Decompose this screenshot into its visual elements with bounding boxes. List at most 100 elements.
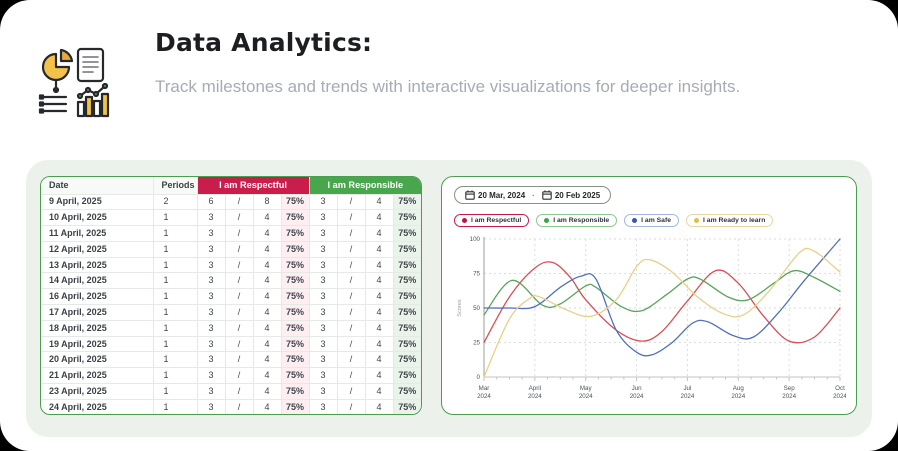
responsible-denominator: 4	[365, 335, 394, 352]
responsible-separator: /	[337, 225, 366, 242]
responsible-denominator: 4	[365, 319, 394, 337]
x-tick-year: 2024	[579, 393, 593, 400]
respectful-denominator: 4	[253, 319, 282, 337]
x-tick-label: April	[529, 385, 541, 392]
periods-cell: 1	[153, 351, 198, 368]
respectful-denominator: 4	[253, 272, 282, 289]
respectful-separator: /	[225, 367, 254, 384]
respectful-numerator: 3	[197, 335, 226, 352]
respectful-percent: 75%	[281, 304, 310, 321]
table-row: 16 April, 2025 1 3/4 75% 3/4 75%	[41, 288, 421, 305]
respectful-numerator: 3	[197, 240, 226, 258]
respectful-denominator: 4	[253, 304, 282, 321]
responsible-numerator: 3	[309, 256, 338, 273]
respectful-separator: /	[225, 351, 254, 368]
y-axis-title: Scores	[457, 299, 463, 317]
responsible-numerator: 3	[309, 288, 338, 305]
x-tick-label: Mar	[479, 385, 490, 392]
responsible-denominator: 4	[365, 193, 394, 210]
responsible-separator: /	[337, 240, 366, 258]
responsible-denominator: 4	[365, 240, 394, 258]
x-tick-label: Sep	[784, 385, 796, 392]
respectful-numerator: 3	[197, 351, 226, 368]
responsible-separator: /	[337, 351, 366, 368]
table-row: 9 April, 2025 2 6/8 75% 3/4 75%	[41, 193, 421, 210]
legend-label: I am Responsible	[553, 217, 610, 224]
analytics-icon	[38, 47, 110, 118]
date-cell: 13 April, 2025	[41, 256, 154, 273]
chart-legend: I am Respectful I am Responsible I am Safe…	[454, 214, 844, 227]
legend-pill[interactable]: I am Ready to learn	[686, 214, 774, 227]
responsible-separator: /	[337, 193, 366, 210]
responsible-percent: 75%	[393, 209, 421, 226]
series-line	[483, 261, 841, 344]
periods-cell: 2	[153, 193, 198, 210]
respectful-denominator: 4	[253, 209, 282, 226]
respectful-numerator: 3	[197, 225, 226, 242]
date-cell: 21 April, 2025	[41, 367, 154, 384]
responsible-percent: 75%	[393, 225, 421, 242]
responsible-numerator: 3	[309, 240, 338, 258]
date-cell: 18 April, 2025	[41, 319, 154, 337]
respectful-percent: 75%	[281, 288, 310, 305]
respectful-separator: /	[225, 272, 254, 289]
respectful-separator: /	[225, 256, 254, 273]
respectful-percent: 75%	[281, 335, 310, 352]
responsible-percent: 75%	[393, 240, 421, 258]
x-tick-year: 2024	[782, 393, 796, 400]
responsible-separator: /	[337, 288, 366, 305]
table-body: 9 April, 2025 2 6/8 75% 3/4 75% 10 April, 2025…	[41, 193, 421, 414]
respectful-denominator: 4	[253, 367, 282, 384]
respectful-numerator: 3	[197, 383, 226, 400]
responsible-numerator: 3	[309, 335, 338, 352]
periods-cell: 1	[153, 398, 198, 414]
respectful-percent: 75%	[281, 225, 310, 242]
line-chart: 0255075100Mar2024April2024May2024Jun2024…	[457, 236, 846, 400]
table-row: 17 April, 2025 1 3/4 75% 3/4 75%	[41, 304, 421, 321]
respectful-numerator: 3	[197, 304, 226, 321]
legend-pill[interactable]: I am Safe	[624, 214, 680, 227]
responsible-percent: 75%	[393, 272, 421, 289]
responsible-numerator: 3	[309, 383, 338, 400]
respectful-denominator: 4	[253, 335, 282, 352]
respectful-separator: /	[225, 240, 254, 258]
legend-pill[interactable]: I am Respectful	[454, 214, 530, 227]
responsible-denominator: 4	[365, 351, 394, 368]
responsible-numerator: 3	[309, 193, 338, 210]
table-row: 24 April, 2025 1 3/4 75% 3/4 75%	[41, 398, 421, 414]
respectful-percent: 75%	[281, 272, 310, 289]
respectful-separator: /	[225, 304, 254, 321]
x-tick-label: Jul	[683, 385, 691, 392]
responsible-separator: /	[337, 209, 366, 226]
responsible-denominator: 4	[365, 256, 394, 273]
respectful-numerator: 3	[197, 209, 226, 226]
respectful-separator: /	[225, 209, 254, 226]
respectful-percent: 75%	[281, 193, 310, 210]
x-tick-label: May	[580, 385, 593, 392]
respectful-numerator: 3	[197, 319, 226, 337]
date-range-picker[interactable]: 20 Mar, 2024 · 20 Feb 2025	[454, 186, 612, 204]
date-cell: 14 April, 2025	[41, 272, 154, 289]
legend-pill[interactable]: I am Responsible	[536, 214, 618, 227]
y-tick-label: 25	[473, 340, 480, 347]
series-line	[483, 238, 841, 357]
responsible-numerator: 3	[309, 209, 338, 226]
respectful-denominator: 8	[253, 193, 282, 210]
calendar-icon	[542, 190, 552, 200]
date-cell: 9 April, 2025	[41, 193, 154, 210]
start-date-button[interactable]: 20 Mar, 2024	[465, 190, 525, 200]
table-row: 18 April, 2025 1 3/4 75% 3/4 75%	[41, 319, 421, 337]
respectful-percent: 75%	[281, 367, 310, 384]
end-date-button[interactable]: 20 Feb 2025	[542, 190, 600, 200]
x-tick-year: 2024	[731, 393, 745, 400]
responsible-separator: /	[337, 335, 366, 352]
responsible-denominator: 4	[365, 367, 394, 384]
respectful-numerator: 3	[197, 256, 226, 273]
responsible-percent: 75%	[393, 304, 421, 321]
responsible-separator: /	[337, 304, 366, 321]
column-header-date: Date	[41, 177, 154, 194]
respectful-percent: 75%	[281, 240, 310, 258]
respectful-percent: 75%	[281, 319, 310, 337]
analytics-card: Date Periods I am Respectful I am Respon…	[26, 160, 872, 437]
